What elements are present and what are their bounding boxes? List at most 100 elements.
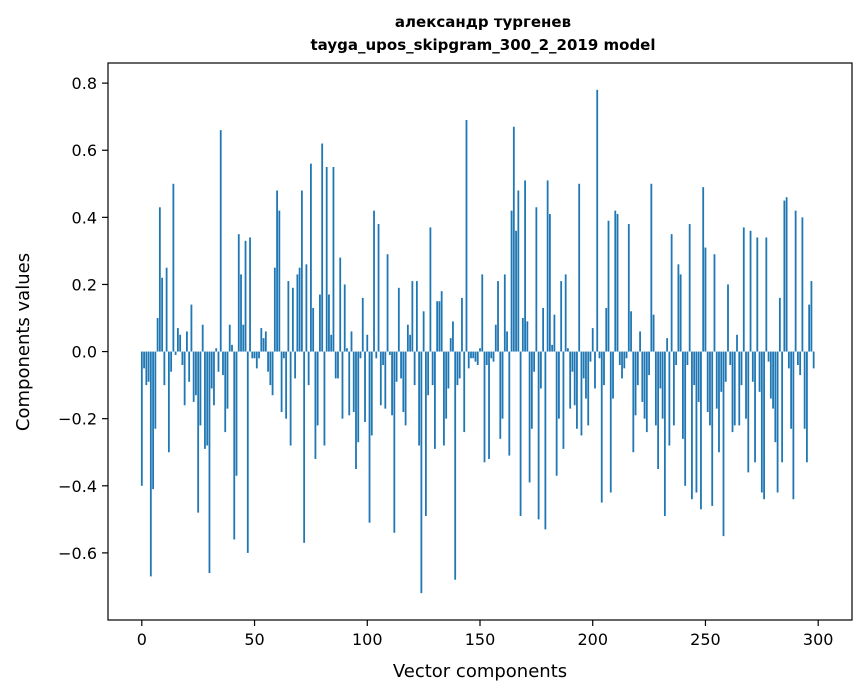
bar: [605, 307, 608, 352]
bar: [149, 351, 152, 577]
bar: [609, 351, 612, 493]
bar: [738, 351, 741, 426]
bar: [316, 351, 319, 426]
bar: [517, 190, 520, 352]
bar: [276, 190, 278, 352]
bar: [589, 351, 592, 362]
bar: [506, 331, 508, 352]
bar: [334, 351, 337, 379]
bar: [571, 351, 574, 372]
bar: [686, 351, 689, 365]
bar: [409, 334, 412, 352]
bar: [548, 213, 551, 352]
bar: [375, 351, 378, 359]
bar: [323, 351, 326, 446]
bar: [170, 351, 173, 372]
bar: [165, 267, 168, 352]
bar: [465, 120, 468, 352]
bar: [596, 89, 599, 352]
y-axis-label: Components values: [13, 253, 34, 431]
bar: [240, 274, 242, 352]
bar: [255, 351, 258, 369]
bar: [785, 197, 788, 352]
bar: [445, 351, 448, 419]
bar: [397, 287, 400, 352]
bar: [603, 351, 605, 386]
bar: [332, 167, 335, 352]
bar: [745, 351, 747, 419]
bar: [260, 328, 263, 352]
bar: [636, 351, 639, 386]
bar: [269, 351, 272, 386]
bar: [366, 334, 369, 352]
bar: [479, 348, 481, 352]
bar: [600, 351, 603, 503]
bar: [709, 351, 711, 426]
bar: [156, 318, 159, 352]
bar: [767, 351, 770, 362]
bar: [693, 351, 696, 386]
bar: [688, 224, 691, 352]
bar: [569, 351, 572, 409]
bar: [393, 351, 396, 533]
bar: [704, 247, 707, 352]
bar: [424, 351, 427, 516]
bar: [235, 351, 238, 476]
bar: [201, 324, 204, 352]
bar: [395, 351, 398, 382]
bar: [158, 207, 161, 352]
bar: [560, 281, 563, 352]
bar: [434, 351, 436, 449]
bar: [145, 351, 148, 386]
x-tick-label: 0: [137, 630, 147, 649]
bar: [355, 351, 357, 470]
bar: [806, 351, 808, 463]
bar: [652, 314, 655, 352]
bar: [470, 351, 472, 359]
bar: [670, 234, 673, 352]
bar: [291, 287, 294, 352]
bar: [341, 351, 344, 419]
bar: [305, 264, 308, 352]
bar: [542, 307, 545, 352]
bar: [454, 351, 457, 580]
bar: [580, 351, 583, 436]
y-tick-label: −0.2: [58, 410, 97, 429]
bar: [278, 210, 281, 352]
bar: [512, 126, 515, 352]
bar: [364, 351, 366, 423]
bar: [810, 281, 813, 352]
bar: [672, 351, 675, 426]
bar: [328, 294, 330, 352]
bar: [758, 351, 761, 392]
bar: [630, 311, 632, 352]
bar: [661, 351, 664, 419]
bar: [172, 183, 175, 352]
bar: [190, 304, 193, 352]
bar: [796, 351, 799, 365]
bar: [537, 351, 540, 520]
y-axis-ticks: −0.6 −0.4 −0.2 0.0 0.2 0.4 0.6 0.8: [58, 74, 108, 563]
bar: [564, 274, 567, 352]
bar: [720, 351, 723, 392]
bar: [799, 351, 802, 376]
bar: [485, 351, 488, 365]
bar: [382, 351, 384, 365]
bar: [787, 351, 790, 369]
bar: [192, 351, 195, 402]
bar: [614, 210, 617, 352]
bar: [729, 351, 732, 365]
bar: [251, 351, 254, 359]
bar: [427, 351, 430, 396]
bar: [357, 351, 360, 443]
bar: [181, 351, 184, 365]
bar: [808, 304, 811, 352]
plot-frame: [107, 62, 853, 621]
bar: [648, 351, 650, 376]
bar: [307, 351, 310, 386]
bar: [249, 237, 251, 352]
bars-group: [140, 89, 815, 594]
bar: [384, 351, 387, 409]
bar: [792, 351, 795, 500]
